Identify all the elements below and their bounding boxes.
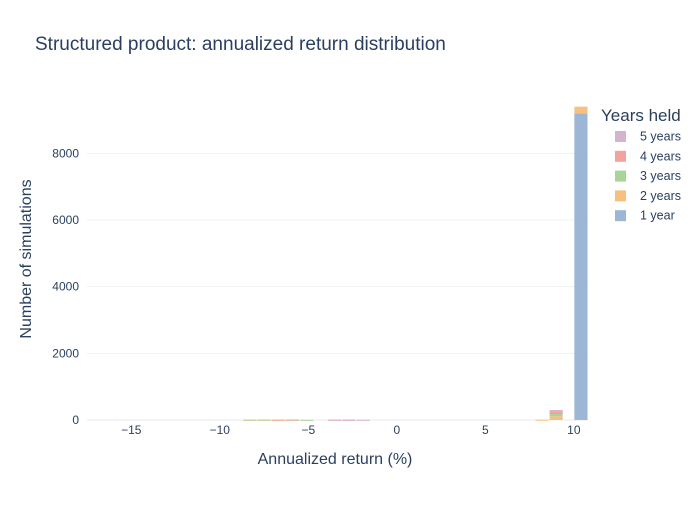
bar: [549, 410, 563, 412]
legend: Years held 5 years 4 years 3 years 2 years 1…: [601, 106, 681, 223]
y-tick-label: 4000: [52, 280, 79, 294]
x-tick-label: 5: [482, 423, 489, 437]
legend-swatch: [615, 150, 626, 162]
bar: [549, 412, 563, 414]
legend-swatch: [615, 190, 626, 202]
legend-swatch: [615, 170, 626, 182]
x-tick-label: 0: [393, 423, 400, 437]
legend-label: 2 years: [640, 189, 681, 203]
bar: [535, 419, 549, 421]
x-tick-label: −10: [210, 423, 231, 437]
bar: [285, 419, 299, 421]
bars: [243, 106, 588, 421]
bar: [549, 414, 563, 417]
bar: [574, 113, 588, 420]
x-tick-label: −15: [121, 423, 142, 437]
bar: [243, 419, 257, 421]
y-tick-labels: 0 2000 4000 6000 8000: [52, 146, 79, 427]
legend-label: 4 years: [640, 149, 681, 163]
gridlines: [87, 152, 588, 421]
legend-items: 5 years 4 years 3 years 2 years 1 year: [615, 130, 681, 223]
legend-label: 3 years: [640, 169, 681, 183]
y-tick-label: 6000: [52, 213, 79, 227]
bar: [356, 419, 370, 421]
x-tick-label: 10: [567, 423, 581, 437]
x-tick-label: −5: [301, 423, 315, 437]
bar: [299, 419, 314, 421]
legend-swatch: [615, 210, 626, 222]
chart-title: Structured product: annualized return di…: [35, 34, 446, 55]
legend-label: 5 years: [640, 130, 681, 144]
bar: [549, 416, 563, 420]
y-tick-label: 0: [72, 413, 79, 427]
y-tick-label: 2000: [52, 346, 79, 360]
x-axis-title: Annualized return (%): [258, 451, 413, 468]
x-tick-labels: −15 −10 −5 0 5 10: [121, 423, 581, 437]
y-tick-label: 8000: [52, 146, 79, 160]
bar: [328, 419, 342, 421]
legend-swatch: [615, 131, 626, 142]
bar: [271, 419, 285, 421]
bar: [574, 106, 588, 114]
bar: [257, 419, 271, 421]
bar: [342, 419, 356, 421]
legend-title: Years held: [601, 106, 681, 125]
legend-label: 1 year: [640, 209, 675, 223]
y-axis-title: Number of simulations: [18, 179, 35, 338]
